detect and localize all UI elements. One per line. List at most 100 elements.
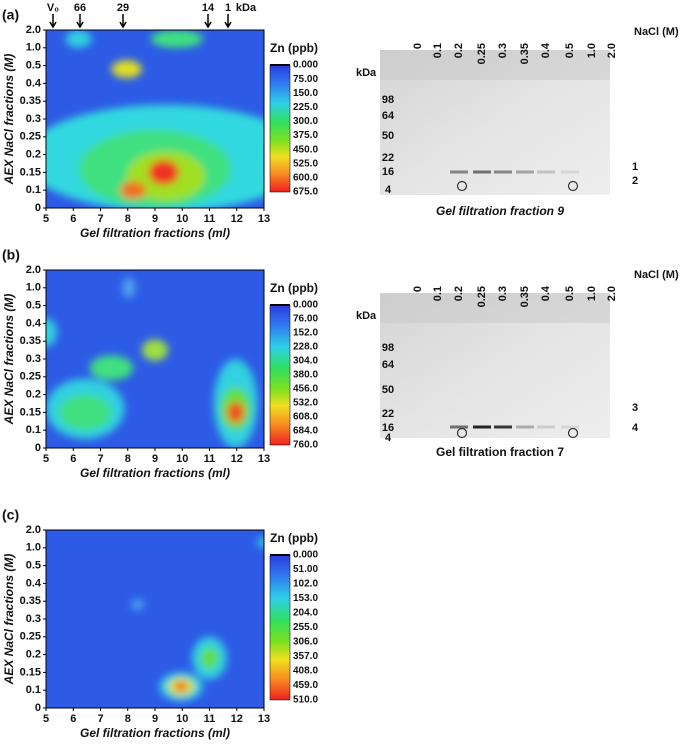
- y-tick-label: 0.3: [26, 613, 41, 625]
- y-axis-label: AEX NaCl fractions (M): [2, 554, 16, 686]
- lane-label: 0.4: [540, 285, 552, 301]
- heatmap-region: [226, 401, 245, 424]
- mw-unit: kDa: [356, 67, 377, 79]
- y-tick-label: 0.25: [20, 631, 41, 643]
- colorbar-tick-label: 150.0: [293, 88, 318, 99]
- lane-label: 0.3: [497, 43, 509, 58]
- colorbar-tick-label: 51.00: [293, 564, 318, 575]
- lane-label: 0.2: [453, 43, 465, 58]
- marker-label: 14: [202, 2, 215, 14]
- colorbar-tick-label: 408.0: [293, 666, 318, 677]
- x-tick-label: 6: [70, 213, 76, 225]
- x-axis-label: Gel filtration fractions (ml): [80, 226, 230, 240]
- mw-label: 50: [382, 384, 394, 396]
- colorbar-tick-label: 75.00: [293, 74, 318, 85]
- heatmap: [46, 270, 264, 448]
- x-tick-label: 11: [204, 453, 216, 465]
- heatmap: [46, 530, 264, 708]
- lane-label: 0: [412, 286, 424, 292]
- y-tick-label: 0.3: [26, 353, 41, 365]
- gel-artifact: [456, 427, 468, 439]
- mw-label: 22: [382, 408, 394, 420]
- lane-label: 1.0: [586, 43, 598, 58]
- y-tick-label: 0.5: [26, 60, 41, 72]
- panel-label: (c): [2, 507, 19, 523]
- marker-arrow: [49, 14, 57, 29]
- x-tick-label: 10: [176, 453, 188, 465]
- colorbar-tick-label: 608.0: [293, 412, 318, 423]
- colorbar-tick-label: 456.0: [293, 384, 318, 395]
- x-axis-label: Gel filtration fractions (ml): [80, 466, 230, 480]
- lane-label: 0: [412, 43, 424, 49]
- x-tick-label: 5: [43, 453, 49, 465]
- lane-label: 1.0: [586, 286, 598, 301]
- lane-label: 0.35: [519, 286, 531, 307]
- colorbar-tick-label: 375.0: [293, 130, 318, 141]
- mw-label: 50: [382, 130, 394, 142]
- x-axis-label: Gel filtration fractions (ml): [80, 726, 230, 740]
- heatmap-region: [141, 339, 169, 361]
- heatmap-region: [122, 277, 136, 299]
- mw-label: 4: [385, 184, 392, 196]
- y-tick-label: 0.35: [20, 95, 41, 107]
- colorbar-tick-label: 357.0: [293, 651, 318, 662]
- colorbar-tick-label: 600.0: [293, 173, 318, 184]
- x-tick-label: 6: [70, 453, 76, 465]
- lane-label: 0.25: [476, 286, 488, 307]
- band-label: 4: [632, 422, 639, 434]
- colorbar-tick-label: 255.0: [293, 622, 318, 633]
- x-tick-label: 6: [70, 713, 76, 725]
- band-label: 3: [632, 402, 638, 414]
- heatmap: [46, 30, 264, 208]
- colorbar-tick-label: 0.000: [293, 300, 318, 311]
- lane-label: 0.1: [432, 43, 444, 58]
- colorbar-tick-label: 510.0: [293, 695, 318, 706]
- x-tick-label: 11: [204, 713, 216, 725]
- y-tick-label: 0.15: [20, 406, 41, 418]
- lane-label: 2.0: [606, 43, 618, 58]
- gel-shadow: [380, 50, 610, 80]
- lane-label: 0.3: [497, 286, 509, 301]
- marker-label: kDa: [236, 2, 257, 14]
- gel-band: [516, 170, 534, 174]
- y-tick-label: 0: [35, 702, 41, 714]
- heatmap-background: [46, 530, 264, 708]
- colorbar-tick-label: 76.00: [293, 314, 318, 325]
- y-tick-label: 1.0: [26, 42, 41, 54]
- y-tick-label: 0.1: [26, 424, 41, 436]
- mw-label: 98: [382, 342, 394, 354]
- colorbar-tick-label: 153.0: [293, 593, 318, 604]
- y-axis-label: AEX NaCl fractions (M): [2, 54, 16, 186]
- colorbar-tick-label: 204.0: [293, 608, 318, 619]
- heatmap-region: [200, 647, 219, 669]
- band-label: 1: [632, 161, 638, 173]
- y-tick-label: 0.15: [20, 666, 41, 678]
- mw-label: 64: [382, 110, 395, 122]
- colorbar-tick-label: 532.0: [293, 398, 318, 409]
- x-tick-label: 7: [97, 713, 103, 725]
- colorbar-tick-label: 300.0: [293, 116, 318, 127]
- colorbar-tick-label: 525.0: [293, 158, 318, 169]
- marker-arrow: [224, 14, 232, 29]
- gel-band: [561, 425, 579, 429]
- gel-artifact: [456, 180, 468, 192]
- y-tick-label: 0.4: [26, 577, 42, 589]
- lane-label: 0.5: [564, 286, 576, 301]
- x-tick-label: 12: [231, 213, 243, 225]
- gel-artifact: [567, 427, 579, 439]
- mw-label: 64: [382, 359, 395, 371]
- gel-band: [450, 425, 468, 429]
- mw-label: 22: [382, 152, 394, 164]
- lane-label: 0.25: [476, 43, 488, 64]
- y-tick-label: 0.3: [26, 113, 41, 125]
- gel-band: [537, 425, 555, 429]
- gel-caption: Gel filtration fraction 7: [436, 445, 564, 459]
- heatmap-region: [65, 30, 92, 48]
- colorbar-tick-label: 675.0: [293, 187, 318, 198]
- y-tick-label: 1.0: [26, 542, 41, 554]
- x-tick-label: 10: [176, 713, 188, 725]
- x-tick-label: 5: [43, 213, 49, 225]
- heatmap-region: [89, 355, 134, 381]
- y-tick-label: 0.5: [26, 560, 41, 572]
